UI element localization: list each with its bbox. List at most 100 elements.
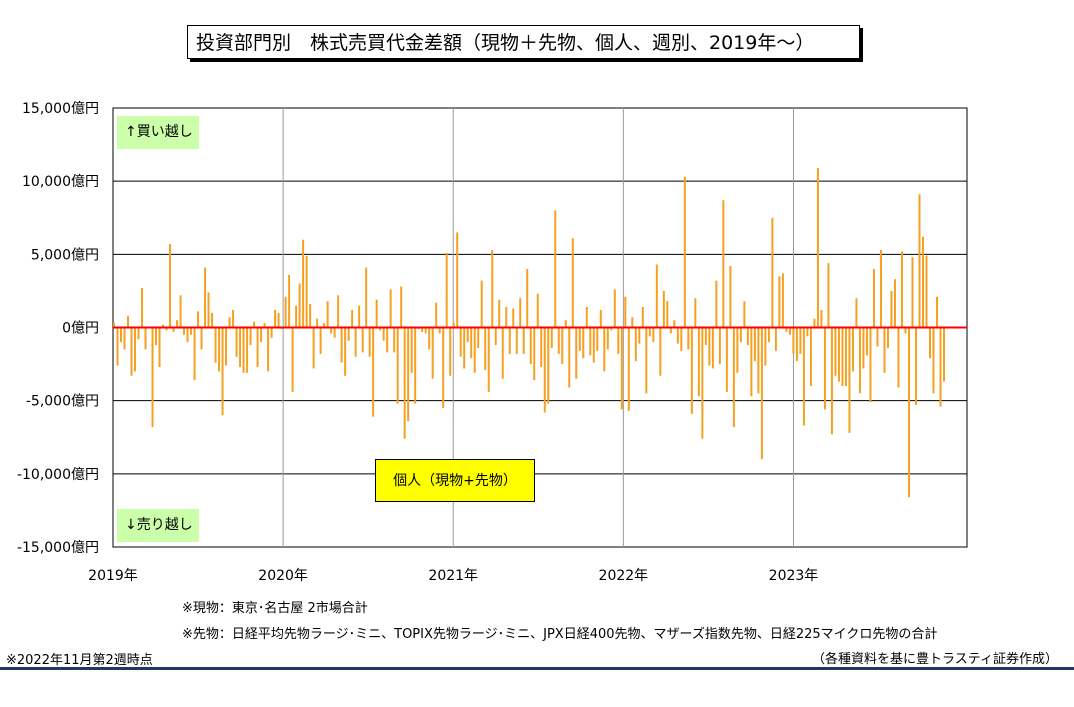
bar xyxy=(918,194,921,328)
bar xyxy=(151,327,154,428)
y-tick-label: -10,000億円 xyxy=(17,467,99,483)
bar xyxy=(183,327,186,335)
bar xyxy=(907,327,910,498)
note-source: （各種資料を基に豊トラスティ証券作成） xyxy=(812,652,1058,667)
bar xyxy=(410,327,413,373)
bar xyxy=(596,327,599,351)
bar xyxy=(494,327,497,346)
bar xyxy=(914,327,917,406)
bar xyxy=(484,327,487,370)
bar xyxy=(575,327,578,379)
bar xyxy=(442,327,445,408)
bar xyxy=(687,327,690,350)
bar xyxy=(809,327,812,387)
sell-over-label: ↓売り越し xyxy=(117,509,199,542)
bar xyxy=(218,327,221,372)
bar xyxy=(197,311,200,328)
bar xyxy=(354,327,357,357)
bar xyxy=(613,289,616,328)
y-tick-label: 0億円 xyxy=(62,321,99,337)
note-asof: ※2022年11月第2週時点 xyxy=(6,653,153,668)
bar xyxy=(862,327,865,369)
bar xyxy=(186,327,189,343)
bar xyxy=(337,295,340,328)
bar xyxy=(645,327,648,394)
bar xyxy=(694,298,697,328)
bar xyxy=(428,327,431,350)
bar xyxy=(389,289,392,328)
bar xyxy=(760,327,763,460)
bar xyxy=(333,327,336,338)
bar xyxy=(431,327,434,379)
bar xyxy=(648,327,651,337)
bar xyxy=(736,327,739,373)
bar xyxy=(837,327,840,382)
bar xyxy=(722,200,725,328)
bar xyxy=(778,276,781,328)
bar xyxy=(305,255,308,328)
bar xyxy=(225,327,228,366)
bar xyxy=(890,290,893,328)
bar xyxy=(743,301,746,328)
bar xyxy=(900,251,903,328)
bar xyxy=(302,239,305,328)
bar xyxy=(246,327,249,373)
y-tick-label: 10,000億円 xyxy=(22,174,99,190)
y-tick-label: -15,000億円 xyxy=(17,540,99,556)
bar xyxy=(792,327,795,354)
bar xyxy=(788,327,791,335)
x-tick-label: 2020年 xyxy=(258,568,308,584)
bar xyxy=(540,327,543,368)
bar xyxy=(162,324,165,328)
bar xyxy=(820,309,823,328)
bar xyxy=(701,327,704,439)
bar xyxy=(291,327,294,392)
bar xyxy=(652,327,655,343)
bar xyxy=(155,327,158,346)
bar xyxy=(284,296,287,328)
bar xyxy=(400,286,403,328)
bar xyxy=(795,327,798,362)
bar xyxy=(438,327,441,334)
bar xyxy=(340,327,343,363)
bar xyxy=(232,309,235,328)
bar xyxy=(526,268,529,328)
bar xyxy=(655,264,658,328)
bar xyxy=(753,327,756,362)
bar xyxy=(498,299,501,328)
bar xyxy=(123,327,126,350)
bar xyxy=(606,327,609,350)
bar xyxy=(473,327,476,373)
bar xyxy=(774,327,777,351)
bar xyxy=(697,327,700,397)
bar xyxy=(456,232,459,328)
bar xyxy=(421,327,424,332)
bar xyxy=(319,327,322,354)
bar xyxy=(543,327,546,413)
y-tick-label: 5,000億円 xyxy=(31,247,99,263)
bar xyxy=(127,315,130,328)
bar xyxy=(823,327,826,410)
bar xyxy=(781,273,784,328)
bar xyxy=(393,327,396,353)
bar xyxy=(578,327,581,351)
buy-over-label: ↑買い越し xyxy=(117,116,199,149)
bar xyxy=(326,301,329,328)
bar xyxy=(214,327,217,363)
bar xyxy=(662,290,665,328)
bar xyxy=(491,249,494,328)
bar xyxy=(242,327,245,373)
bar xyxy=(113,323,115,328)
bar xyxy=(764,327,767,366)
bar xyxy=(869,327,872,403)
bar xyxy=(603,327,606,372)
bar xyxy=(921,236,924,328)
bar xyxy=(323,323,326,328)
bar xyxy=(505,307,508,328)
bar xyxy=(827,263,830,328)
bar xyxy=(179,295,182,328)
bar xyxy=(599,309,602,328)
x-tick-label: 2023年 xyxy=(769,568,819,584)
bar xyxy=(911,257,914,328)
bar xyxy=(939,327,942,407)
